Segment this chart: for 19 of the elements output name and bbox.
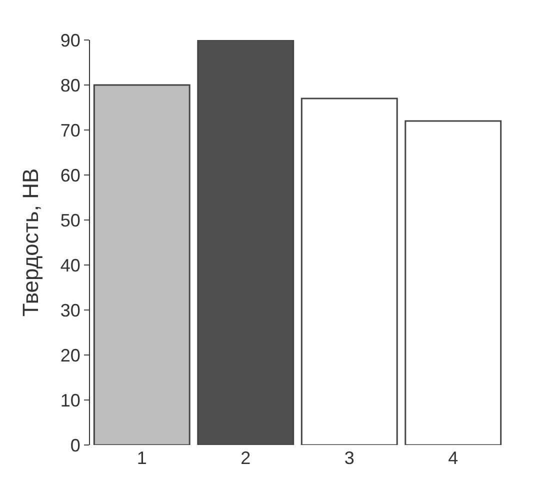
x-tick-label: 3 — [344, 448, 354, 468]
y-tick-label: 90 — [60, 30, 80, 50]
x-tick-label: 1 — [136, 448, 147, 468]
y-tick-label: 50 — [60, 210, 80, 230]
y-tick-label: 70 — [60, 120, 80, 140]
bar — [300, 98, 398, 445]
y-tick-label: 40 — [60, 255, 80, 276]
bar — [404, 120, 502, 445]
bar — [93, 84, 190, 445]
y-tick-label: 20 — [60, 345, 80, 366]
y-tick-label: 60 — [60, 165, 80, 186]
y-tick-label: 80 — [60, 75, 80, 96]
y-tick-label: 30 — [60, 300, 80, 320]
y-tick-label: 0 — [70, 435, 80, 456]
bar — [197, 40, 294, 445]
y-tick-label: 10 — [60, 390, 80, 410]
x-tick-label: 4 — [448, 448, 458, 468]
y-axis-title: Твердость, НВ — [18, 168, 44, 317]
x-tick-label: 2 — [240, 448, 251, 468]
